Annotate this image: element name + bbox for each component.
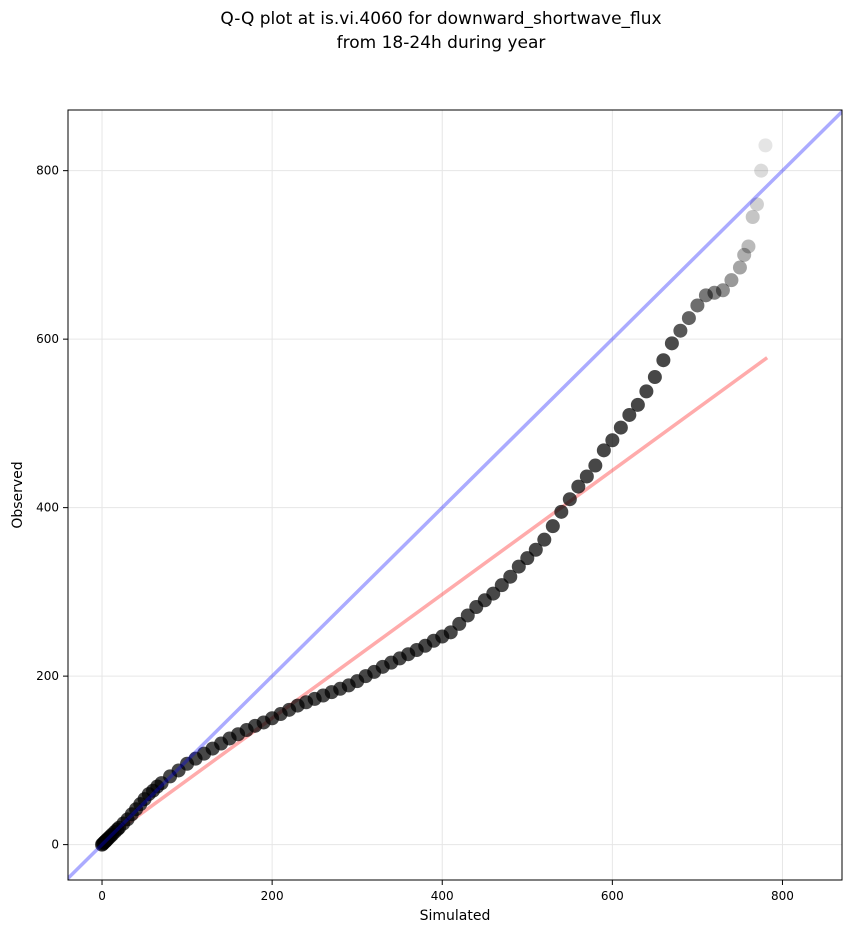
data-point <box>622 407 637 422</box>
data-point <box>647 370 662 385</box>
data-point <box>732 260 747 275</box>
data-point <box>630 397 645 412</box>
x-tick-label: 400 <box>431 889 454 903</box>
data-point <box>494 578 509 593</box>
y-tick-label: 0 <box>51 838 59 852</box>
data-point <box>486 586 501 601</box>
data-point <box>749 197 764 212</box>
data-point <box>443 625 458 640</box>
y-tick-label: 400 <box>36 501 59 515</box>
y-tick-label: 600 <box>36 332 59 346</box>
data-point <box>452 616 467 631</box>
data-point <box>545 519 560 534</box>
data-point <box>613 420 628 435</box>
data-point <box>690 298 705 313</box>
plot-frame <box>67 109 843 881</box>
data-point <box>673 323 688 338</box>
data-point <box>741 239 756 254</box>
fit-line-layer <box>100 356 769 844</box>
data-point <box>745 209 760 224</box>
data-point <box>537 532 552 547</box>
chart-title-line-2: from 18-24h during year <box>337 33 546 53</box>
x-axis-label: Simulated <box>420 908 491 924</box>
data-point <box>588 458 603 473</box>
y-axis-label: Observed <box>10 461 26 528</box>
data-point <box>664 336 679 351</box>
data-point <box>724 273 739 288</box>
chart-title-line-1: Q-Q plot at is.vi.4060 for downward_shor… <box>220 9 661 29</box>
data-point <box>605 433 620 448</box>
data-point <box>579 469 594 484</box>
data-point <box>528 542 543 557</box>
data-point <box>737 247 752 262</box>
x-tick-label: 0 <box>98 889 106 903</box>
data-point <box>698 288 713 303</box>
reference-line-layer <box>68 110 842 880</box>
data-point <box>681 311 696 326</box>
x-tick-label: 200 <box>261 889 284 903</box>
data-point <box>571 479 586 494</box>
data-points <box>95 138 773 852</box>
data-point <box>707 285 722 300</box>
data-point <box>460 608 475 623</box>
data-point <box>758 138 773 153</box>
fit-line <box>100 356 769 844</box>
data-point <box>754 163 769 178</box>
data-point <box>656 353 671 368</box>
y-tick-label: 800 <box>36 164 59 178</box>
data-point <box>554 504 569 519</box>
data-point <box>715 283 730 298</box>
data-point <box>562 492 577 507</box>
reference-line <box>68 110 842 880</box>
x-tick-label: 600 <box>601 889 624 903</box>
y-axis-ticks: 0 200 400 600 800 <box>36 164 68 852</box>
data-point <box>511 559 526 574</box>
data-point <box>596 443 611 458</box>
y-tick-label: 200 <box>36 669 59 683</box>
data-point <box>520 551 535 566</box>
x-axis-ticks: 0 200 400 600 800 <box>98 880 794 903</box>
grid-lines <box>68 110 842 880</box>
data-point <box>639 384 654 399</box>
data-point <box>503 569 518 584</box>
x-tick-label: 800 <box>771 889 794 903</box>
